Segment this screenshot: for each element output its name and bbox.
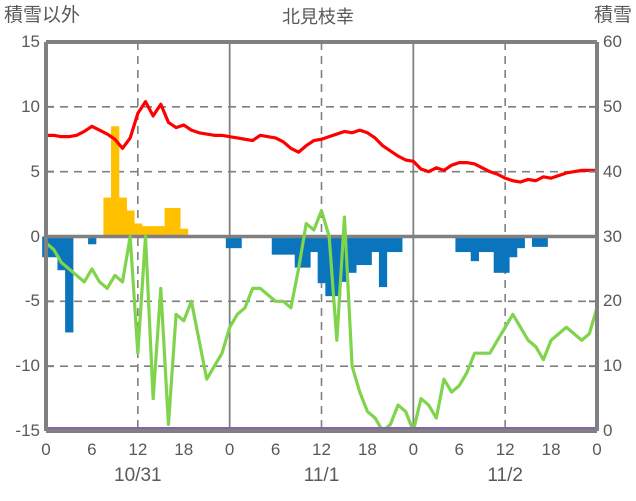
bar <box>325 236 334 297</box>
bar <box>470 236 479 262</box>
bar <box>49 236 59 258</box>
bar <box>225 236 235 249</box>
bar <box>179 228 189 237</box>
series-line-temperature <box>44 100 599 184</box>
y-axis-tick-label: -5 <box>24 291 40 311</box>
bar <box>531 236 541 247</box>
bar <box>516 236 525 249</box>
y2-axis-tick-label: 0 <box>603 421 613 440</box>
bar <box>134 223 143 237</box>
bar <box>172 207 181 237</box>
y-axis-tick-label: -10 <box>15 356 40 376</box>
series-line-snow-depth <box>44 208 599 433</box>
bar <box>287 236 296 255</box>
x-axis-tick-label: 12 <box>128 440 148 459</box>
bar <box>463 236 472 253</box>
series-bars-snowfall <box>42 236 548 333</box>
bar <box>149 226 158 237</box>
bar <box>378 236 388 288</box>
y2-axis-tick-label: 40 <box>603 161 622 181</box>
bar <box>355 236 365 266</box>
bar <box>65 236 74 333</box>
bar <box>302 236 311 268</box>
bar <box>111 126 120 237</box>
bar <box>478 236 487 253</box>
chart-title: 北見枝幸 <box>282 7 354 27</box>
left-axis-title: 積雪以外 <box>4 5 81 26</box>
x-axis-tick-label: 0 <box>408 440 419 459</box>
y-axis-tick-label: 10 <box>21 96 40 116</box>
x-axis-day-label: 11/1 <box>303 465 340 486</box>
y2-axis-tick-label: 20 <box>603 291 622 311</box>
bar <box>164 207 173 237</box>
x-axis-tick-label: 18 <box>541 440 561 459</box>
bar <box>126 210 135 237</box>
y2-axis-tick-label: 60 <box>603 32 622 51</box>
bar <box>271 236 281 255</box>
bar <box>310 236 319 253</box>
bar <box>386 236 395 253</box>
bar <box>501 236 510 273</box>
y-axis-tick-label: 5 <box>30 161 40 181</box>
bar <box>233 236 242 249</box>
x-axis-tick-label: 6 <box>270 440 281 459</box>
x-axis-tick-label: 12 <box>495 440 515 459</box>
x-axis-tick-label: 12 <box>312 440 331 459</box>
bar <box>141 226 150 237</box>
bar <box>294 236 303 268</box>
y-axis-tick-label: 0 <box>30 226 40 246</box>
bar <box>363 236 372 266</box>
x-axis-day-label: 11/2 <box>487 465 523 486</box>
bar <box>394 236 403 253</box>
bar <box>317 236 326 284</box>
x-axis-tick-label: 0 <box>592 440 602 459</box>
series-bars-rain <box>103 126 189 237</box>
y2-axis-tick-label: 30 <box>603 226 622 246</box>
bar <box>340 236 349 282</box>
x-axis-day-label: 10/31 <box>114 465 162 486</box>
x-axis-tick-label: 6 <box>454 440 464 459</box>
bar <box>455 236 464 253</box>
y2-axis-tick-label: 50 <box>603 96 622 116</box>
y2-axis-tick-label: 10 <box>603 356 622 376</box>
y-axis-tick-label: 15 <box>21 32 40 51</box>
bar <box>508 236 518 258</box>
bar <box>156 226 166 237</box>
bar <box>348 236 357 273</box>
bar <box>279 236 288 255</box>
bar <box>103 197 112 237</box>
y-axis-tick-label: -15 <box>15 421 40 440</box>
bar <box>332 236 342 297</box>
bar <box>486 236 495 253</box>
x-axis-tick-label: 0 <box>224 440 235 459</box>
bar <box>539 236 548 247</box>
bar <box>57 236 66 271</box>
x-axis-tick-label: 18 <box>174 440 194 459</box>
right-axis-title: 積雪 <box>593 5 632 26</box>
bar <box>88 236 97 245</box>
bar <box>371 236 380 253</box>
x-axis-tick-label: 18 <box>357 440 377 459</box>
bar <box>493 236 502 273</box>
x-axis-tick-label: 0 <box>41 440 51 459</box>
bar <box>118 197 127 237</box>
x-axis-tick-label: 6 <box>87 440 97 459</box>
